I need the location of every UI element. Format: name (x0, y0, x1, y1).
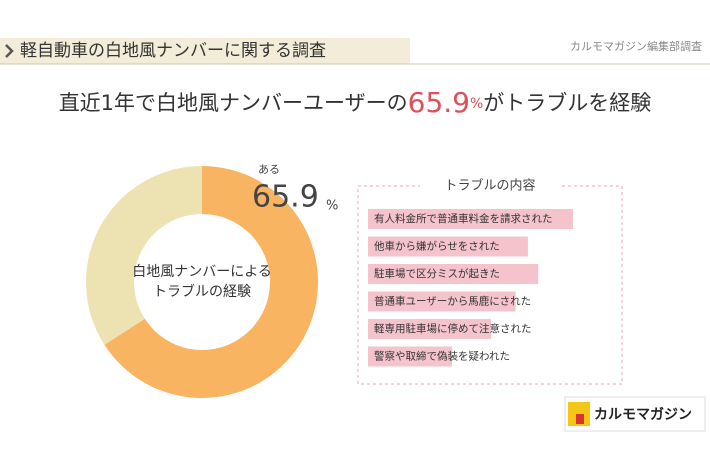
header-band (0, 38, 410, 64)
logo-icon-accent (576, 414, 584, 424)
bar-label: 軽専用駐車場に停めて注意された (374, 322, 532, 335)
headline-unit: % (470, 96, 483, 112)
bar (368, 236, 528, 257)
headline-after: がトラブルを経験 (483, 91, 651, 115)
bar-label: 駐車場で区分ミスが起きた (374, 267, 500, 280)
logo: カルモマガジン (564, 396, 706, 432)
headline-value: 65.9 (408, 86, 470, 119)
bar (368, 319, 491, 339)
headline-before: 直近1年で白地風ナンバーユーザーの (59, 91, 408, 115)
headline: 直近1年で白地風ナンバーユーザーの65.9%がトラブルを経験 (59, 86, 652, 119)
bar-label: 普通車ユーザーから馬鹿にされた (374, 295, 531, 308)
bar-label: 有人料金所で普通車料金を請求された (374, 212, 553, 225)
header-source: カルモマガジン編集部調査 (570, 39, 702, 53)
segment-unit: % (326, 199, 338, 214)
bar (368, 209, 573, 229)
segment-category: ある (258, 163, 280, 176)
center-label: トラブルの経験 (153, 283, 251, 300)
segment-value: 65.9 (252, 180, 319, 215)
logo-text: カルモマガジン (594, 407, 692, 423)
bar (368, 346, 453, 367)
center-label: 白地風ナンバーによる (132, 264, 272, 280)
bar-label: 他車から嫌がらせをされた (374, 240, 500, 253)
header-arrow (5, 44, 14, 58)
donut-hole (134, 214, 270, 350)
bar (368, 264, 539, 284)
list-title: トラブルの内容 (444, 178, 535, 194)
bar (368, 291, 516, 312)
donut-segment (104, 166, 318, 398)
list-title-bg (420, 176, 560, 196)
header-title: 軽自動車の白地風ナンバーに関する調査 (20, 41, 326, 61)
bar-label: 警察や取締で偽装を疑われた (374, 350, 510, 363)
